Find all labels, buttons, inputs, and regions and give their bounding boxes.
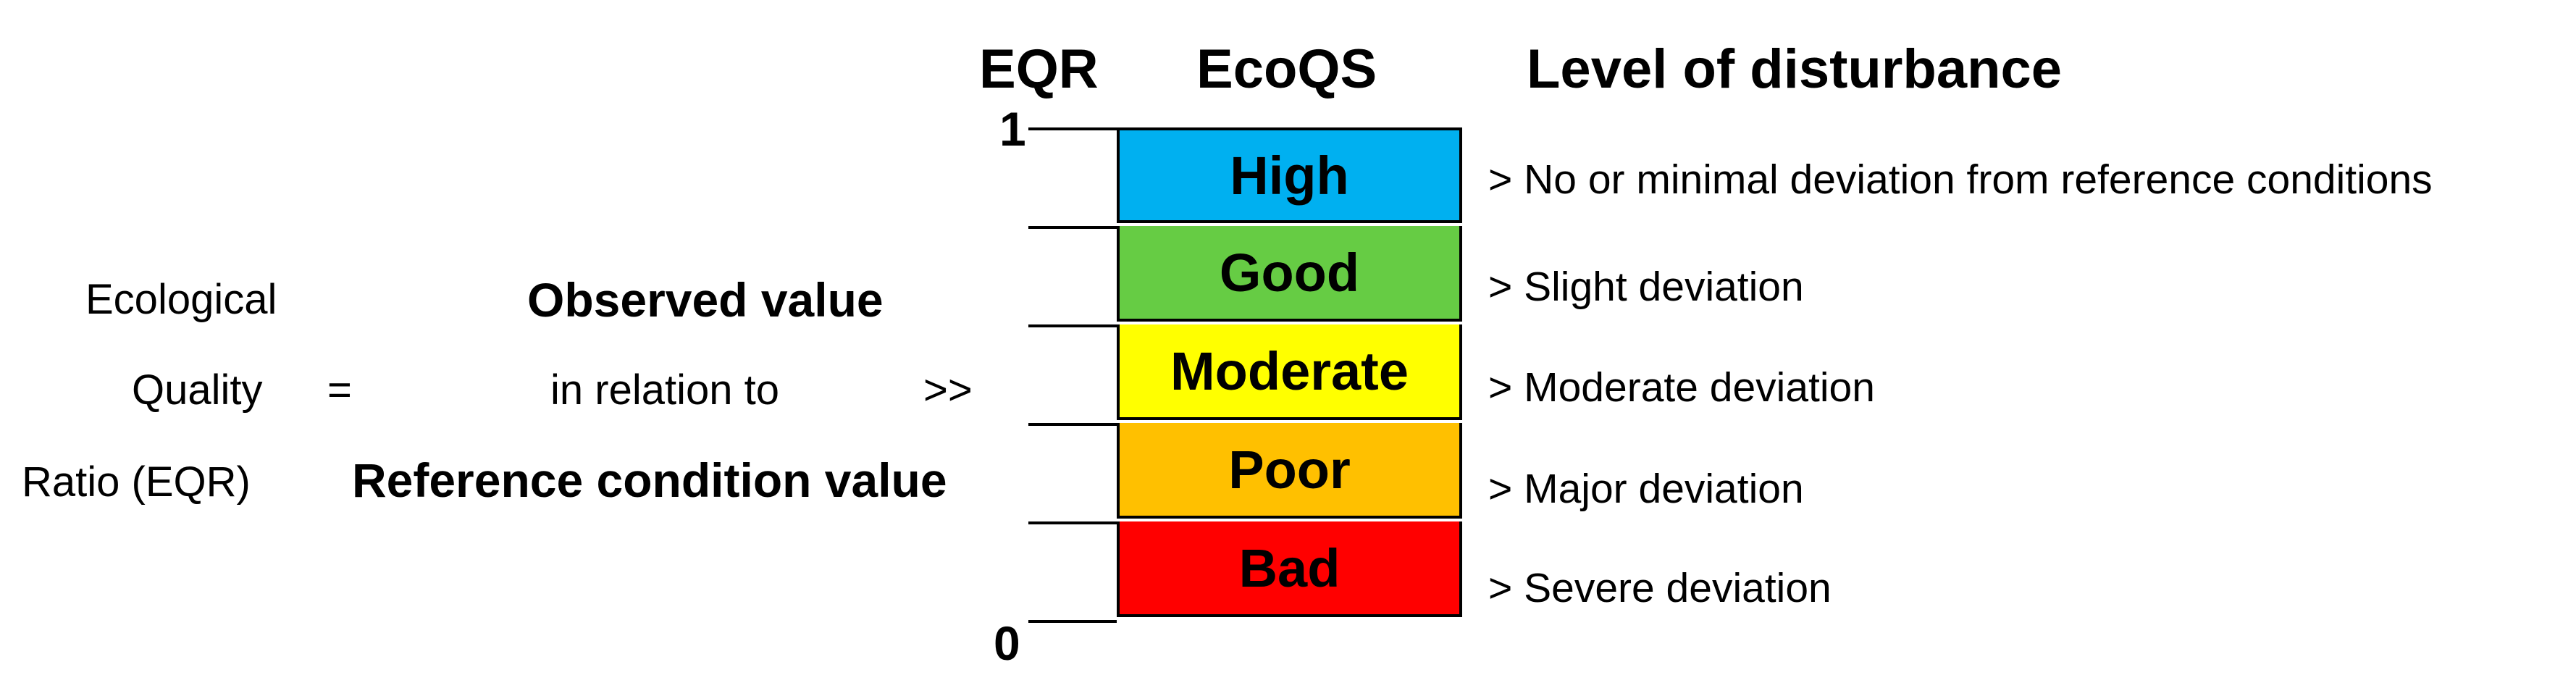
class-box-poor: Poor [1117,423,1462,519]
eqr-header: EQR [979,38,1099,100]
formula-lhs-ratio: Ratio (EQR) [22,458,251,506]
axis-tick [1028,127,1117,130]
axis-label-bottom: 0 [994,616,1020,670]
formula-lhs-quality: Quality [132,366,263,414]
disturbance-header: Level of disturbance [1527,38,2063,100]
formula-denominator: Reference condition value [352,453,947,507]
disturbance-description: > Severe deviation [1488,565,1832,611]
disturbance-description: > Moderate deviation [1488,364,1875,411]
formula-arrow: >> [923,366,973,414]
axis-tick [1028,521,1117,524]
axis-tick [1028,620,1117,623]
class-box-moderate: Moderate [1117,324,1462,420]
formula-equals: = [327,366,352,414]
axis-tick [1028,226,1117,229]
disturbance-description: > Major deviation [1488,466,1804,512]
class-box-good: Good [1117,226,1462,322]
ecoqs-header: EcoQS [1196,38,1377,100]
class-box-high: High [1117,127,1462,223]
formula-relation: in relation to [550,366,779,414]
class-box-bad: Bad [1117,521,1462,617]
disturbance-description: > No or minimal deviation from reference… [1488,156,2433,203]
disturbance-description: > Slight deviation [1488,264,1804,310]
formula-numerator: Observed value [527,273,884,327]
formula-lhs-ecological: Ecological [85,276,277,323]
axis-tick [1028,423,1117,426]
axis-label-top: 1 [999,102,1026,156]
axis-tick [1028,324,1117,327]
